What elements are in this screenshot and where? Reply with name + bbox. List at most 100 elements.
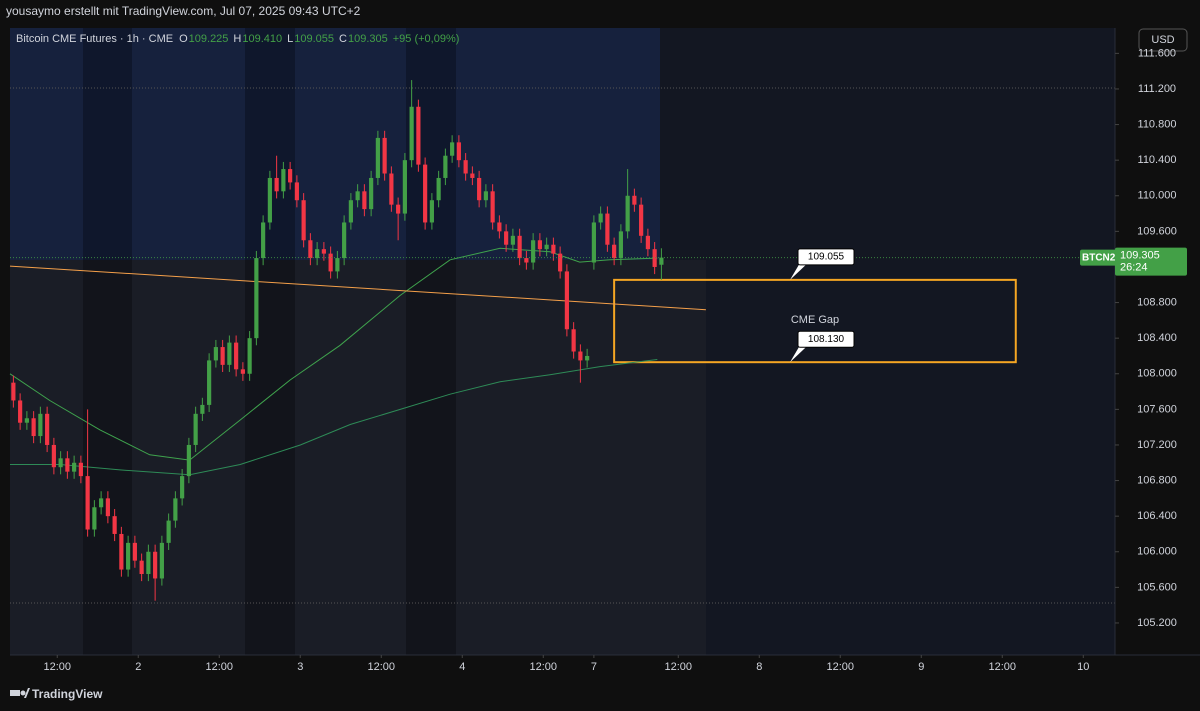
x-tick-label: 12:00 [989, 661, 1017, 673]
legend-l: 109.055 [294, 33, 334, 45]
candle-body [281, 169, 286, 192]
candle-body [254, 258, 259, 339]
y-tick-label: 107.200 [1137, 439, 1177, 451]
candle-body [402, 160, 407, 214]
logo [10, 688, 30, 698]
candle-body [227, 342, 232, 365]
chart-title: Bitcoin CME Futures · 1h · CME [16, 33, 173, 45]
candle-body [490, 191, 495, 223]
candle-body [301, 200, 306, 241]
legend-h-key: H [233, 33, 241, 45]
candle-body [558, 253, 563, 272]
y-tick-label: 109.600 [1137, 225, 1177, 237]
candle-body [24, 418, 29, 423]
candle-body [112, 516, 117, 534]
candle-body [612, 244, 617, 259]
candle-body [45, 413, 50, 445]
candle-body [470, 173, 475, 178]
legend-h: 109.410 [242, 33, 282, 45]
candle-body [375, 137, 380, 178]
candle-body [396, 204, 401, 214]
candle-body [639, 204, 644, 236]
candle-body [544, 244, 549, 250]
candle-body [72, 462, 77, 472]
candle-body [605, 213, 610, 245]
x-tick-label: 9 [918, 661, 924, 673]
callout-box [797, 248, 855, 266]
candle-body [288, 169, 293, 183]
session-break [245, 28, 295, 655]
candle-body [423, 164, 428, 223]
currency-button[interactable] [1138, 28, 1188, 52]
candle-body [328, 253, 333, 272]
session-break [406, 28, 456, 655]
candle-body [193, 413, 198, 445]
candle-body [274, 177, 279, 192]
candle-body [99, 498, 104, 508]
legend-o-key: O [179, 33, 188, 45]
x-tick-label: 3 [297, 661, 303, 673]
candle-body [497, 222, 502, 232]
candle-body [85, 476, 90, 530]
candle-body [173, 498, 178, 521]
candle-body [456, 142, 461, 161]
candle-body [132, 542, 137, 561]
x-tick-label: 8 [756, 661, 762, 673]
candle-body [207, 360, 212, 405]
candle-body [234, 342, 239, 370]
candle-body [186, 444, 191, 477]
candle-body [294, 182, 299, 201]
candle-body [483, 191, 488, 201]
candle-body [382, 137, 387, 174]
candle-body [267, 177, 272, 223]
candle-body [551, 244, 556, 254]
attribution: yousaymo erstellt mit TradingView.com, J… [6, 4, 361, 18]
candle-body [436, 177, 441, 201]
x-tick-label: 12:00 [827, 661, 855, 673]
candle-body [153, 551, 158, 579]
candle-body [578, 351, 583, 361]
legend-c: 109.305 [348, 33, 388, 45]
y-tick-label: 108.000 [1137, 368, 1177, 380]
last-price: 109.305 [1120, 250, 1160, 262]
countdown: 26:24 [1120, 262, 1148, 274]
candle-body [200, 404, 205, 414]
candle-body [31, 418, 36, 437]
candle-body [409, 106, 414, 161]
callout-label: 108.130 [808, 334, 845, 345]
candle-body [585, 355, 590, 361]
y-tick-label: 106.000 [1137, 546, 1177, 558]
candle-body [652, 249, 657, 267]
x-tick-label: 12:00 [367, 661, 395, 673]
candle-body [65, 458, 70, 472]
candle-body [591, 222, 596, 263]
candle-body [362, 191, 367, 210]
candle-body [443, 155, 448, 178]
candle-body [504, 231, 509, 245]
trend-line [9, 265, 706, 311]
candle-body [369, 177, 374, 210]
x-tick-label: 12:00 [43, 661, 71, 673]
candle-body [92, 507, 97, 530]
y-tick-label: 108.400 [1137, 332, 1177, 344]
candle-body [348, 200, 353, 223]
candle-body [247, 338, 252, 374]
candle-body [126, 542, 131, 570]
candle-body [342, 222, 347, 259]
logo-text: TradingView [32, 687, 103, 701]
legend-c-key: C [339, 33, 347, 45]
callout-box [797, 330, 855, 348]
moving-average [10, 359, 658, 476]
y-tick-label: 107.600 [1137, 403, 1177, 415]
currency[interactable]: USD [1151, 34, 1174, 46]
y-tick-label: 105.200 [1137, 617, 1177, 629]
session-break [83, 28, 132, 655]
x-tick-label: 12:00 [664, 661, 692, 673]
candle-body [625, 195, 630, 232]
price-tag [1115, 247, 1187, 276]
x-tick-label: 10 [1077, 661, 1089, 673]
candle-body [261, 222, 266, 259]
candle-body [315, 249, 320, 259]
